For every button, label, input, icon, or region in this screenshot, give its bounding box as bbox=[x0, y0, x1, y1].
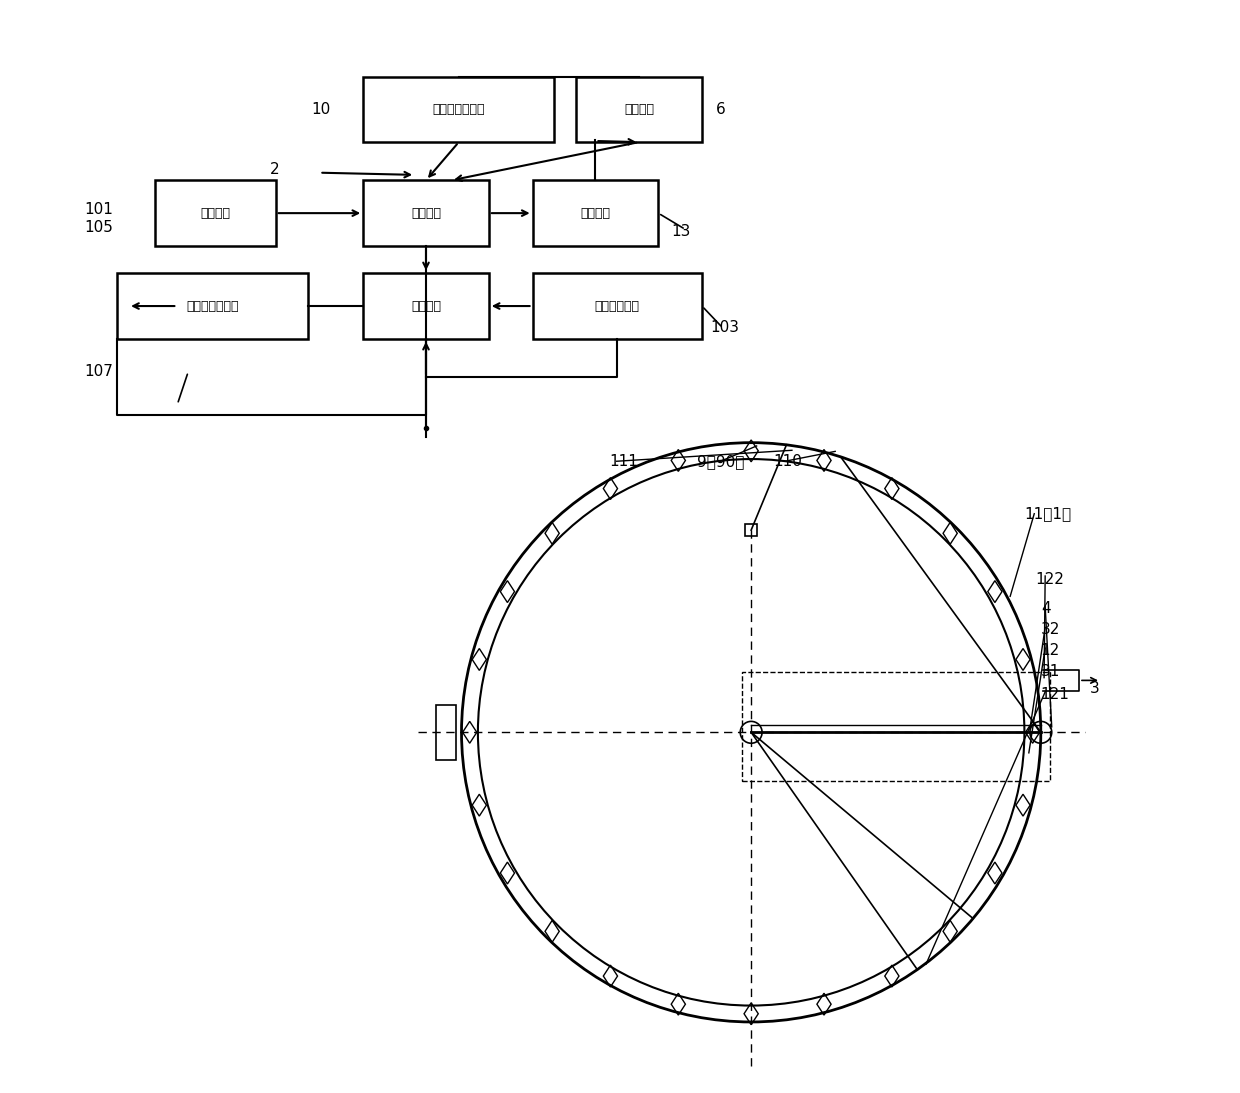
Text: 31: 31 bbox=[1040, 663, 1060, 679]
Bar bbox=[743, 672, 1049, 781]
Text: 10: 10 bbox=[311, 102, 331, 117]
Bar bbox=[577, 77, 702, 142]
Text: 输入模块: 输入模块 bbox=[201, 207, 231, 220]
Text: 控制模块: 控制模块 bbox=[410, 207, 441, 220]
Text: 107: 107 bbox=[84, 364, 113, 379]
Text: 101: 101 bbox=[84, 202, 113, 218]
Text: 9〈90〉: 9〈90〉 bbox=[697, 454, 744, 469]
Text: 13: 13 bbox=[671, 224, 691, 239]
Text: 显示模块: 显示模块 bbox=[624, 103, 655, 116]
Bar bbox=[532, 273, 702, 339]
Text: 驱动模块: 驱动模块 bbox=[410, 299, 441, 313]
Bar bbox=[363, 180, 489, 246]
Bar bbox=[532, 180, 658, 246]
Bar bbox=[363, 273, 489, 339]
Text: 3: 3 bbox=[1090, 681, 1100, 696]
Text: 2: 2 bbox=[270, 162, 280, 177]
Text: 122: 122 bbox=[1035, 572, 1064, 587]
Text: 103: 103 bbox=[711, 320, 740, 336]
Text: 12: 12 bbox=[1040, 643, 1060, 658]
Text: 121: 121 bbox=[1040, 686, 1070, 702]
Text: 监测与隔离模块: 监测与隔离模块 bbox=[186, 299, 239, 313]
Text: 电源模块: 电源模块 bbox=[580, 207, 610, 220]
Bar bbox=[436, 705, 456, 760]
Text: 105: 105 bbox=[84, 220, 113, 235]
Bar bbox=[155, 180, 275, 246]
Text: 电流取样模块: 电流取样模块 bbox=[595, 299, 640, 313]
Text: 6: 6 bbox=[717, 102, 725, 117]
Bar bbox=[118, 273, 309, 339]
Text: 存储与打印模块: 存储与打印模块 bbox=[433, 103, 485, 116]
Text: 11〈1〉: 11〈1〉 bbox=[1024, 506, 1071, 521]
Bar bbox=[745, 525, 758, 537]
Text: 4: 4 bbox=[1040, 601, 1050, 616]
Bar bbox=[363, 77, 554, 142]
Text: 32: 32 bbox=[1040, 622, 1060, 637]
Text: 110: 110 bbox=[773, 454, 802, 469]
Text: 111: 111 bbox=[609, 454, 637, 469]
